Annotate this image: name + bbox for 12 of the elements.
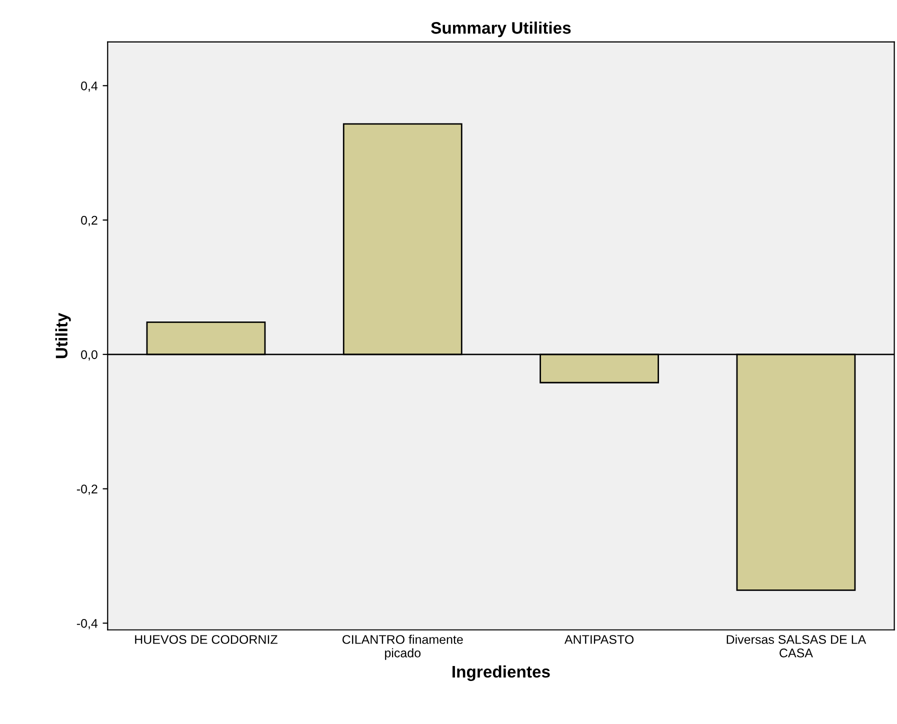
x-axis-title: Ingredientes (452, 665, 550, 682)
x-tick-label: HUEVOS DE CODORNIZ (135, 635, 278, 644)
chart-title: Summary Utilities (431, 22, 571, 38)
x-tick-label: CILANTRO finamente picado (342, 634, 463, 660)
y-tick-label: -0,2 (76, 484, 98, 495)
y-tick-label: 0,4 (81, 81, 98, 92)
y-tick-label: 0,0 (81, 350, 98, 361)
y-axis-title: Utility (55, 312, 71, 358)
x-tick-label: Diversas SALSAS DE LA CASA (726, 634, 866, 658)
x-tick-label: ANTIPASTO (564, 635, 634, 644)
y-tick-label: 0,2 (81, 216, 98, 226)
y-tick-label: -0,4 (76, 618, 98, 630)
